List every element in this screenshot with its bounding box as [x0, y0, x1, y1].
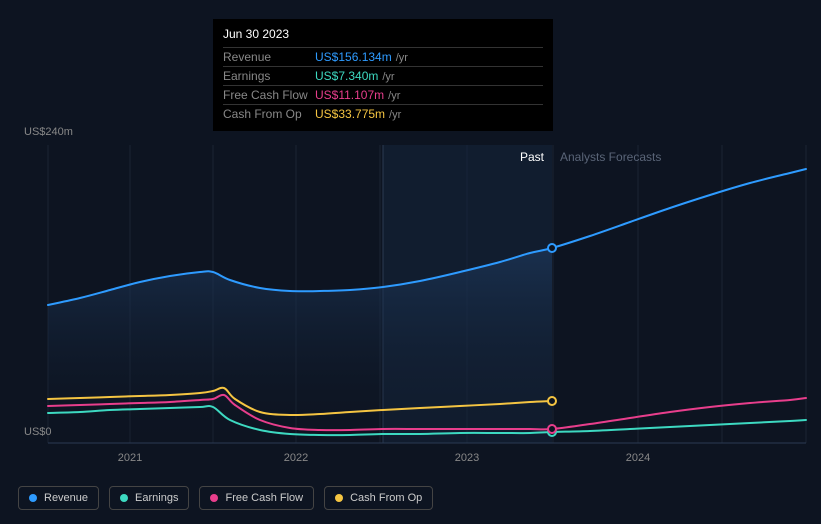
tooltip-row-earnings: Earnings US$7.340m /yr	[223, 66, 543, 85]
tooltip-label: Earnings	[223, 69, 315, 83]
legend-item-fcf[interactable]: Free Cash Flow	[199, 486, 314, 510]
legend-item-cfo[interactable]: Cash From Op	[324, 486, 433, 510]
x-tick-2021: 2021	[118, 452, 142, 464]
tooltip-unit: /yr	[382, 71, 394, 83]
legend-label: Revenue	[44, 492, 88, 504]
tooltip-value: US$33.775m	[315, 107, 385, 121]
legend-item-earnings[interactable]: Earnings	[109, 486, 189, 510]
tooltip-date: Jun 30 2023	[223, 27, 543, 47]
legend-label: Free Cash Flow	[225, 492, 303, 504]
tooltip-label: Free Cash Flow	[223, 88, 315, 102]
tooltip-value: US$11.107m	[315, 88, 384, 102]
tooltip-unit: /yr	[396, 52, 408, 64]
region-forecast-label: Analysts Forecasts	[560, 150, 661, 164]
y-tick-max: US$240m	[24, 126, 73, 138]
legend-label: Cash From Op	[350, 492, 422, 504]
tooltip-row-revenue: Revenue US$156.134m /yr	[223, 47, 543, 66]
tooltip-label: Revenue	[223, 50, 315, 64]
tooltip-row-fcf: Free Cash Flow US$11.107m /yr	[223, 85, 543, 104]
x-tick-2023: 2023	[455, 452, 479, 464]
legend-swatch	[29, 494, 37, 502]
chart-tooltip: Jun 30 2023 Revenue US$156.134m /yr Earn…	[213, 19, 553, 131]
tooltip-row-cfo: Cash From Op US$33.775m /yr	[223, 104, 543, 123]
legend-label: Earnings	[135, 492, 178, 504]
x-tick-2022: 2022	[284, 452, 308, 464]
tooltip-value: US$7.340m	[315, 69, 378, 83]
x-tick-2024: 2024	[626, 452, 650, 464]
y-tick-min: US$0	[24, 426, 52, 438]
chart-legend: Revenue Earnings Free Cash Flow Cash Fro…	[18, 486, 433, 510]
tooltip-unit: /yr	[388, 90, 400, 102]
tooltip-unit: /yr	[389, 109, 401, 121]
legend-swatch	[120, 494, 128, 502]
financials-chart: US$240m US$0 2021 2022 2023 2024 Past An…	[0, 0, 821, 524]
legend-item-revenue[interactable]: Revenue	[18, 486, 99, 510]
legend-swatch	[335, 494, 343, 502]
legend-swatch	[210, 494, 218, 502]
tooltip-value: US$156.134m	[315, 50, 392, 64]
region-past-label: Past	[520, 150, 544, 164]
tooltip-label: Cash From Op	[223, 107, 315, 121]
